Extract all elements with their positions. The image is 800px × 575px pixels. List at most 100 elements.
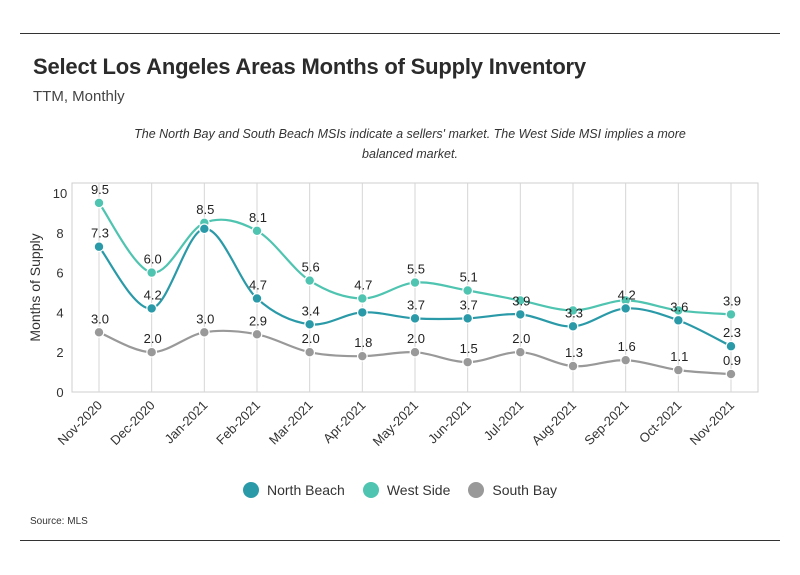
data-point <box>251 328 263 340</box>
legend-label: West Side <box>386 482 451 498</box>
legend-item-north-beach[interactable]: North Beach <box>243 482 345 498</box>
data-label: 3.7 <box>407 297 425 312</box>
data-point <box>725 340 737 352</box>
data-point <box>462 356 474 368</box>
legend-label: North Beach <box>267 482 345 498</box>
data-label: 5.6 <box>302 260 320 275</box>
data-point <box>672 314 684 326</box>
data-point <box>146 346 158 358</box>
data-label: 1.1 <box>670 349 688 364</box>
data-point <box>93 241 105 253</box>
data-label: 2.0 <box>144 331 162 346</box>
data-label: 2.0 <box>302 331 320 346</box>
y-tick-label: 10 <box>53 186 67 201</box>
chart-title: Select Los Angeles Areas Months of Suppl… <box>33 54 586 79</box>
data-label: 3.0 <box>196 311 214 326</box>
data-point <box>567 360 579 372</box>
legend-swatch <box>362 482 379 498</box>
data-label: 6.0 <box>144 252 162 267</box>
data-point <box>462 285 474 296</box>
legend-item-south-bay[interactable]: South Bay <box>468 482 557 498</box>
data-point <box>304 318 316 330</box>
data-point <box>462 312 474 324</box>
chart-legend: North Beach West Side South Bay <box>0 482 800 498</box>
data-point <box>567 305 579 316</box>
x-tick-label: Jan-2021 <box>162 398 211 447</box>
legend-label: South Bay <box>492 482 557 498</box>
data-point <box>725 308 737 320</box>
data-label: 3.9 <box>723 293 741 308</box>
legend-item-west-side[interactable]: West Side <box>362 482 451 498</box>
chart-subtitle: TTM, Monthly <box>33 88 125 105</box>
data-label: 3.3 <box>565 305 583 320</box>
data-point <box>251 225 263 237</box>
x-tick-label: Aug-2021 <box>529 398 579 448</box>
data-point <box>409 277 421 288</box>
data-point <box>304 275 316 286</box>
data-point <box>198 223 210 235</box>
data-label: 4.7 <box>249 277 267 292</box>
data-label: 8.1 <box>249 210 267 225</box>
data-label: 2.0 <box>407 331 425 346</box>
y-tick-label: 8 <box>56 226 63 241</box>
data-point <box>304 346 316 358</box>
data-point <box>514 295 526 306</box>
x-tick-label: Mar-2021 <box>266 398 316 448</box>
data-label: 3.9 <box>512 293 530 308</box>
top-rule <box>20 33 780 34</box>
x-tick-label: Sep-2021 <box>581 398 631 448</box>
data-label: 0.9 <box>723 353 741 368</box>
data-point <box>409 346 421 358</box>
data-label: 3.7 <box>460 297 478 312</box>
y-tick-label: 2 <box>56 345 63 360</box>
y-tick-label: 0 <box>56 385 63 400</box>
data-label: 1.3 <box>565 345 583 360</box>
x-tick-label: Jul-2021 <box>481 398 527 444</box>
data-label: 5.1 <box>460 270 478 285</box>
data-point <box>356 307 368 318</box>
y-tick-label: 4 <box>56 305 63 320</box>
data-label: 7.3 <box>91 226 109 241</box>
data-label: 1.5 <box>460 341 478 356</box>
data-point <box>356 293 368 304</box>
legend-swatch <box>243 482 259 498</box>
data-point <box>198 326 210 338</box>
x-tick-label: Feb-2021 <box>213 398 263 448</box>
data-point <box>672 364 684 376</box>
source-note: Source: MLS <box>30 516 88 527</box>
data-label: 2.3 <box>723 325 741 340</box>
data-label: 1.8 <box>354 335 372 350</box>
data-label: 3.0 <box>91 311 109 326</box>
data-label: 9.5 <box>91 182 109 197</box>
data-label: 2.0 <box>512 331 530 346</box>
data-label: 2.9 <box>249 313 267 328</box>
data-point <box>409 312 421 324</box>
data-point <box>567 320 579 332</box>
data-label: 8.5 <box>196 202 214 217</box>
data-point <box>93 326 105 338</box>
y-axis-label: Months of Supply <box>27 233 43 341</box>
data-point <box>356 350 368 362</box>
data-point <box>725 368 737 380</box>
legend-swatch <box>468 482 485 498</box>
bottom-rule <box>20 540 780 541</box>
data-point <box>146 267 158 279</box>
data-label: 4.2 <box>618 287 636 302</box>
x-tick-label: Nov-2020 <box>55 398 105 448</box>
data-point <box>251 293 263 304</box>
x-tick-label: Oct-2021 <box>636 398 684 446</box>
data-point <box>514 308 526 320</box>
x-tick-label: Dec-2020 <box>107 398 157 448</box>
data-point <box>620 354 632 366</box>
data-point <box>620 303 632 314</box>
x-tick-label: Nov-2021 <box>687 398 737 448</box>
data-label: 1.6 <box>618 339 636 354</box>
x-tick-label: May-2021 <box>370 398 421 449</box>
x-tick-label: Apr-2021 <box>320 398 368 446</box>
data-label: 5.5 <box>407 262 425 277</box>
y-tick-label: 6 <box>56 266 63 281</box>
data-point <box>514 346 526 358</box>
chart-annotation: The North Bay and South Beach MSIs indic… <box>134 127 686 161</box>
data-point <box>93 197 105 209</box>
